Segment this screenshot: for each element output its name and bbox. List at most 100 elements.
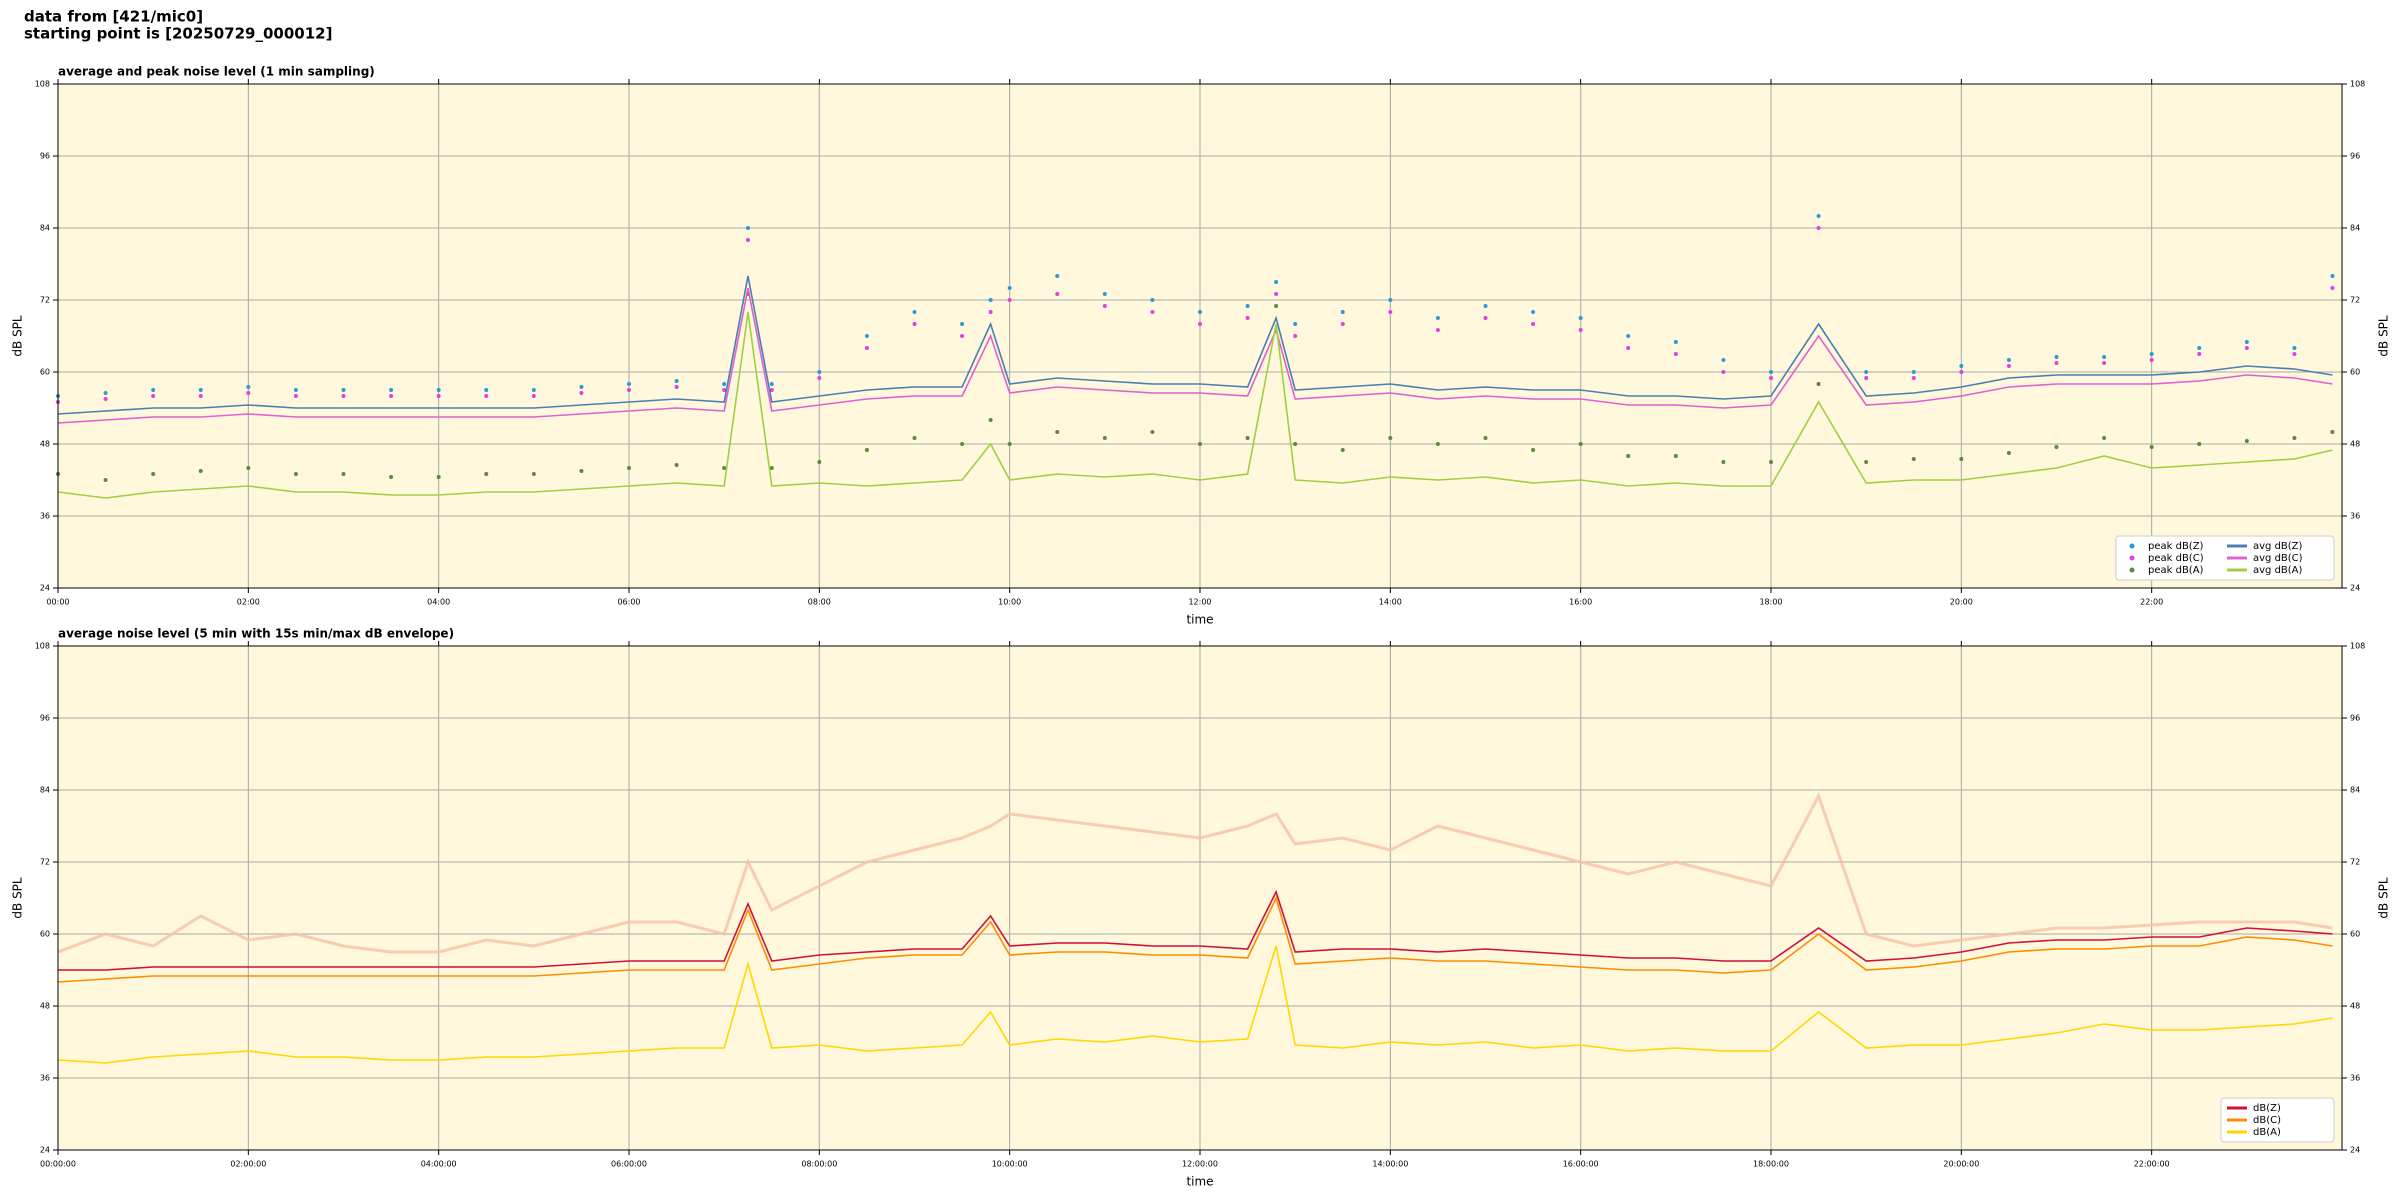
x-tick-label: 00:00	[46, 598, 69, 607]
x-tick-label: 04:00:00	[421, 1160, 457, 1169]
peak-point	[1102, 304, 1107, 308]
peak-point	[531, 388, 536, 392]
peak-point	[1435, 328, 1440, 332]
x-tick-label: 20:00:00	[1943, 1160, 1979, 1169]
y-tick-label: 36	[2350, 1074, 2360, 1083]
y-axis-label: dB SPL	[2377, 315, 2391, 357]
peak-point	[1531, 448, 1536, 452]
peak-point	[103, 397, 108, 401]
peak-point	[293, 472, 298, 476]
peak-point	[769, 382, 774, 386]
peak-point	[1626, 346, 1631, 350]
peak-point	[579, 385, 584, 389]
peak-point	[1245, 316, 1250, 320]
peak-point	[103, 391, 108, 395]
peak-point	[1483, 316, 1488, 320]
peak-point	[745, 238, 750, 242]
peak-point	[198, 388, 203, 392]
peak-point	[1340, 322, 1345, 326]
peak-point	[2330, 286, 2335, 290]
series-line	[57, 895, 2333, 983]
peak-point	[1150, 430, 1155, 434]
peak-point	[988, 310, 993, 314]
peak-point	[436, 394, 441, 398]
peak-point	[484, 394, 489, 398]
peak-point	[1388, 436, 1393, 440]
x-tick-label: 08:00:00	[801, 1160, 837, 1169]
legend-label: avg dB(A)	[2253, 565, 2303, 576]
peak-point	[1483, 436, 1488, 440]
y-tick-label: 24	[2350, 1146, 2360, 1155]
peak-point	[912, 310, 917, 314]
x-tick-label: 18:00:00	[1753, 1160, 1789, 1169]
peak-point	[1864, 376, 1869, 380]
x-axis-label: time	[1186, 1175, 1213, 1189]
peak-point	[1055, 274, 1060, 278]
peak-point	[988, 418, 993, 422]
peak-point	[1578, 442, 1583, 446]
peak-point	[1864, 460, 1869, 464]
legend-label: peak dB(Z)	[2148, 541, 2204, 552]
peak-point	[1102, 292, 1107, 296]
y-tick-label: 84	[40, 224, 50, 233]
x-tick-label: 04:00	[427, 598, 450, 607]
y-tick-label: 60	[2350, 930, 2360, 939]
peak-point	[2102, 361, 2107, 365]
plot-frame	[57, 83, 2343, 589]
x-tick-label: 14:00	[1379, 598, 1402, 607]
peak-point	[1578, 316, 1583, 320]
y-tick-label: 48	[2350, 440, 2360, 449]
peak-point	[817, 376, 822, 380]
peak-point	[864, 346, 869, 350]
y-tick-label: 48	[40, 440, 50, 449]
peak-point	[484, 388, 489, 392]
legend-swatch	[2129, 555, 2135, 561]
x-tick-label: 20:00	[1950, 598, 1973, 607]
y-tick-label: 108	[35, 642, 50, 651]
peak-point	[2197, 346, 2202, 350]
peak-point	[1626, 454, 1631, 458]
peak-point	[1388, 310, 1393, 314]
peak-point	[1531, 310, 1536, 314]
peak-point	[1274, 304, 1279, 308]
peak-point	[246, 385, 251, 389]
peak-point	[1435, 442, 1440, 446]
y-tick-label: 96	[2350, 152, 2360, 161]
y-tick-label: 48	[2350, 1002, 2360, 1011]
y-tick-label: 36	[40, 512, 50, 521]
y-tick-label: 72	[2350, 858, 2360, 867]
x-tick-label: 10:00:00	[992, 1160, 1028, 1169]
peak-point	[2244, 439, 2249, 443]
peak-point	[436, 388, 441, 392]
x-tick-label: 16:00	[1569, 598, 1592, 607]
y-tick-label: 84	[40, 786, 50, 795]
y-tick-label: 96	[40, 152, 50, 161]
x-tick-label: 18:00	[1759, 598, 1782, 607]
peak-point	[960, 442, 965, 446]
series-line	[58, 889, 2333, 971]
peak-point	[2292, 436, 2297, 440]
peak-point	[2149, 358, 2154, 362]
peak-point	[1007, 442, 1012, 446]
x-tick-label: 16:00:00	[1563, 1160, 1599, 1169]
peak-point	[198, 469, 203, 473]
peak-point	[1150, 298, 1155, 302]
peak-point	[1721, 370, 1726, 374]
peak-point	[2054, 445, 2059, 449]
peak-point	[1673, 352, 1678, 356]
x-tick-label: 22:00	[2140, 598, 2163, 607]
series-line	[57, 287, 2333, 424]
x-tick-label: 14:00:00	[1372, 1160, 1408, 1169]
peak-point	[1769, 370, 1773, 374]
peak-point	[1293, 334, 1298, 338]
peak-point	[988, 298, 993, 302]
y-tick-label: 84	[2350, 224, 2360, 233]
header-line: data from [421/mic0]	[24, 8, 203, 26]
legend-swatch	[2129, 543, 2135, 549]
peak-point	[1150, 310, 1155, 314]
peak-point	[531, 394, 536, 398]
peak-point	[2197, 442, 2202, 446]
peak-point	[2149, 352, 2154, 356]
y-axis-label: dB SPL	[2377, 877, 2391, 919]
legend-label: dB(A)	[2253, 1127, 2281, 1138]
